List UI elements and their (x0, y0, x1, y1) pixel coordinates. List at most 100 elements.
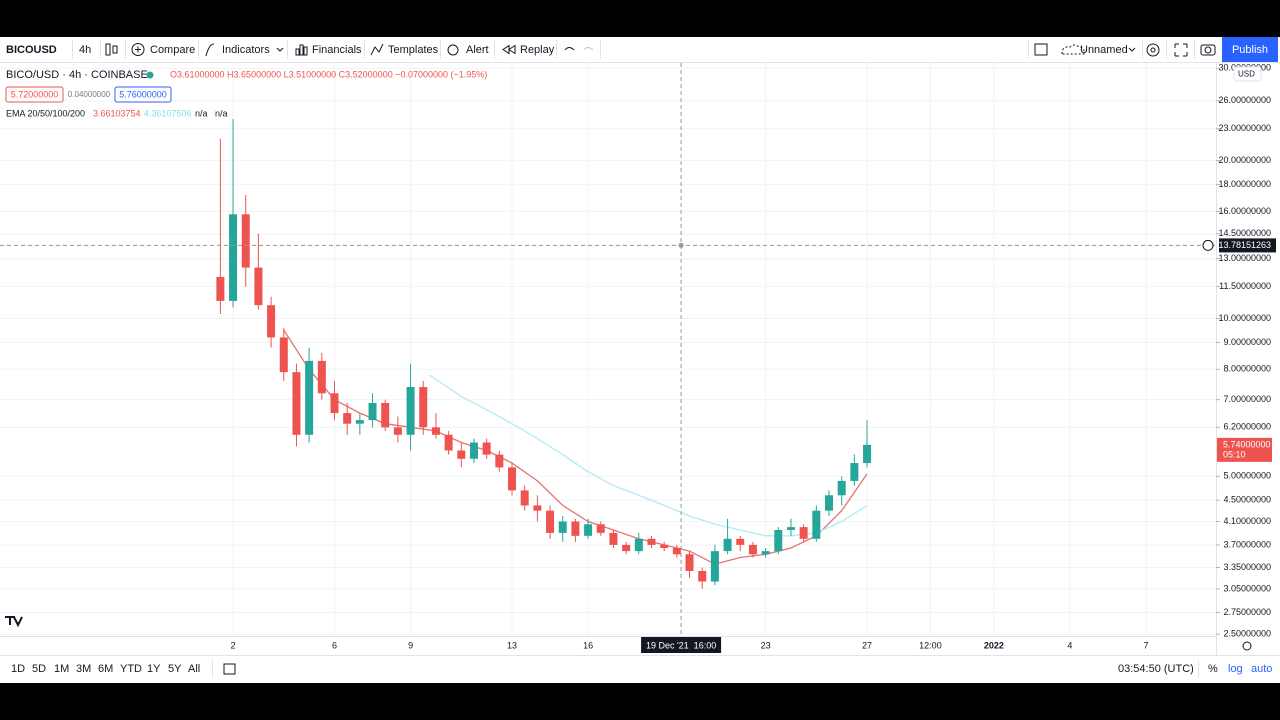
candle-body (343, 413, 352, 424)
y-tick-label: 3.70000000 (1223, 539, 1271, 549)
indicator-value: n/a (215, 108, 228, 118)
toolbar-button[interactable]: Templates (388, 44, 439, 56)
range-button[interactable]: 5D (32, 663, 46, 675)
range-button[interactable]: 6M (98, 663, 113, 675)
interval[interactable]: 4h (79, 44, 91, 56)
symbol-search[interactable]: BICOUSD (6, 44, 57, 56)
range-button[interactable]: 5Y (168, 663, 182, 675)
candle-body (748, 544, 757, 555)
add-alert[interactable] (1202, 239, 1214, 251)
y-tick-label: 14.50000000 (1218, 228, 1271, 238)
candle-body (584, 524, 593, 536)
date-range-icon[interactable] (223, 663, 236, 675)
candle-body (406, 387, 415, 435)
indicator-value: 3.66103754 (93, 108, 141, 118)
candle-body (837, 480, 846, 496)
candle-body (393, 427, 402, 435)
candle-body (647, 538, 656, 545)
candle-body (317, 360, 326, 394)
candle-body (622, 544, 631, 552)
y-tick-label: 8.00000000 (1223, 364, 1271, 374)
range-button[interactable]: YTD (120, 663, 142, 675)
y-tick-label: 23.00000000 (1218, 123, 1271, 133)
candle-body (698, 570, 707, 582)
toolbar-button[interactable]: Compare (150, 44, 195, 56)
bid-box[interactable] (5, 86, 64, 103)
scale-option[interactable]: log (1228, 663, 1243, 675)
candle-body (495, 454, 504, 468)
range-button[interactable]: 3M (76, 663, 91, 675)
candle-body (799, 527, 808, 539)
candle-body (520, 490, 529, 506)
market-status (146, 71, 154, 79)
x-tick-label: 27 (862, 640, 872, 650)
countdown: 05:10 (1223, 449, 1246, 459)
candle-body (457, 450, 466, 459)
x-tick-label: 4 (1067, 640, 1072, 650)
x-tick-label: 23 (761, 640, 771, 650)
y-tick-label: 13.00000000 (1218, 253, 1271, 263)
legend-ohlc: O3.61000000 H3.65000000 L3.51000000 C3.5… (170, 69, 487, 79)
candle-body (672, 547, 681, 555)
scale-option[interactable]: % (1208, 663, 1218, 675)
currency[interactable]: USD (1238, 70, 1255, 79)
candle-body (761, 551, 770, 555)
candle-body (229, 214, 238, 301)
range-button[interactable]: 1Y (147, 663, 161, 675)
candle-body (596, 524, 605, 533)
y-tick-label: 10.00000000 (1218, 313, 1271, 323)
candle-body (267, 305, 276, 338)
toolbar-button[interactable]: Indicators (222, 44, 270, 56)
tv-logo (5, 616, 23, 628)
candle-body (774, 529, 783, 552)
candle-body (863, 444, 872, 464)
y-tick-label: 20.00000000 (1218, 155, 1271, 165)
candle-body (330, 393, 339, 414)
y-tick-label: 5.00000000 (1223, 471, 1271, 481)
crosshair-time: 19 Dec '21 16:00 (646, 640, 716, 650)
x-tick-label: 2 (231, 640, 236, 650)
candle-body (482, 442, 491, 455)
toolbar-button[interactable]: Replay (520, 44, 555, 56)
range-button[interactable]: 1D (11, 663, 25, 675)
candle-body (508, 467, 517, 491)
candle-body (216, 276, 225, 301)
candle-body (469, 442, 478, 459)
toolbar-buttons: Compare Indicators Financials Templates Aler… (72, 40, 1195, 59)
last-price-box (1217, 437, 1272, 462)
bid[interactable]: 5.72000000 (11, 89, 59, 99)
y-tick-label: 7.00000000 (1223, 394, 1271, 404)
candle-body (355, 420, 364, 424)
scale-option[interactable]: auto (1251, 663, 1272, 675)
axis-settings[interactable] (1242, 641, 1252, 651)
range-button[interactable]: All (188, 663, 200, 675)
range-button[interactable]: 1M (54, 663, 69, 675)
candle-body (533, 505, 542, 511)
candle-body (241, 214, 250, 268)
y-tick-label: 2.50000000 (1223, 629, 1271, 639)
x-tick-label: 9 (408, 640, 413, 650)
candle-body (786, 527, 795, 530)
candle-body (634, 538, 643, 552)
layout-name[interactable]: Unnamed (1080, 44, 1128, 56)
publish-label[interactable]: Publish (1232, 44, 1268, 56)
candle-body (723, 538, 732, 552)
legend-symbol: BICO/USD · 4h · COINBASE (6, 69, 148, 81)
toolbar-button[interactable]: Financials (312, 44, 362, 56)
candle-body (609, 532, 618, 545)
x-tick-label: 16 (583, 640, 593, 650)
y-tick-label: 11.50000000 (1219, 281, 1271, 291)
toolbar-button[interactable]: Alert (466, 44, 489, 56)
candle-body (571, 521, 580, 536)
publish-button[interactable] (1222, 37, 1278, 62)
ask[interactable]: 5.76000000 (119, 89, 167, 99)
clock: 03:54:50 (UTC) (1118, 663, 1194, 675)
indicator-value: 4.36107506 (144, 108, 192, 118)
x-tick-label: 6 (332, 640, 337, 650)
ask-box[interactable] (114, 86, 172, 103)
candle-body (850, 463, 859, 481)
candle-body (660, 544, 669, 548)
candle-body (444, 434, 453, 451)
currency-button[interactable] (1233, 66, 1262, 82)
